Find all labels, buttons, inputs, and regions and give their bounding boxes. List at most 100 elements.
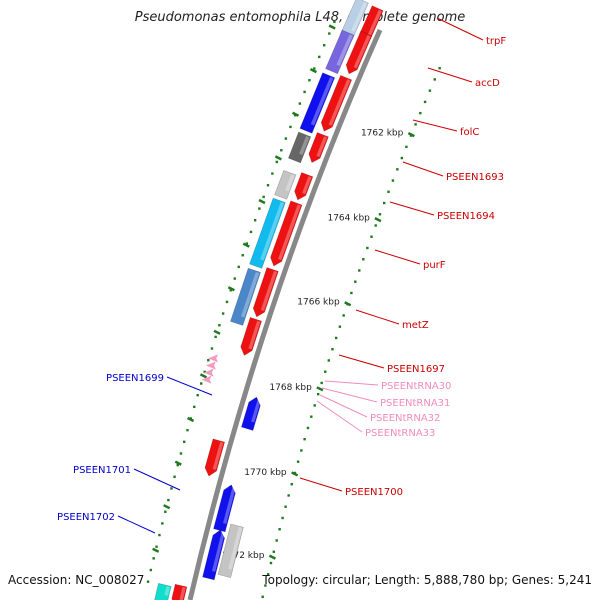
label-pseen1699-leader xyxy=(166,376,213,396)
guide-dot xyxy=(334,336,338,340)
guide-dot xyxy=(233,277,236,280)
gene-red-9-shine xyxy=(212,441,224,470)
gene-rev-blue-3-shine xyxy=(211,531,226,572)
guide-dot xyxy=(374,224,377,227)
guide-dot xyxy=(176,463,179,467)
guide-dot xyxy=(173,475,176,478)
gene-teal-1 xyxy=(153,583,172,600)
label-pseentrna32: PSEENtRNA32 xyxy=(370,413,440,424)
label-pseen1697: PSEEN1697 xyxy=(387,364,445,375)
guide-dot xyxy=(229,289,233,292)
guide-dot xyxy=(308,79,311,82)
trna-feature-1 xyxy=(208,354,219,363)
guide-dot xyxy=(306,426,310,430)
guide-dot xyxy=(199,382,203,385)
label-pseentrna33-leader xyxy=(316,400,363,433)
scale-tick-label: 1768 kbp xyxy=(269,383,312,393)
guide-dot xyxy=(271,172,274,175)
minor-tick-mark xyxy=(227,286,235,292)
guide-dot xyxy=(290,483,293,486)
guide-dot xyxy=(310,415,313,418)
label-pseentrna31: PSEENtRNA31 xyxy=(380,398,450,409)
gene-gray-1-shine xyxy=(299,136,310,156)
label-leaders xyxy=(117,17,484,534)
guide-dot xyxy=(423,100,427,104)
guide-dot xyxy=(207,358,210,362)
gene-rev-gray-1 xyxy=(217,523,244,578)
minor-tick-mark xyxy=(309,67,318,74)
gene-red-3-shine xyxy=(328,79,351,126)
label-pseen1700: PSEEN1700 xyxy=(345,487,403,498)
guide-dot xyxy=(221,312,225,315)
gene-red-7 xyxy=(252,267,279,318)
guide-dot xyxy=(320,381,323,385)
label-pseen1701-leader xyxy=(133,468,181,491)
guide-dot xyxy=(281,516,284,520)
label-pseentrna30-leader xyxy=(324,380,379,386)
guide-dot xyxy=(146,580,150,583)
guide-dot xyxy=(387,190,390,193)
trna-arrow-2 xyxy=(205,361,216,370)
label-pseentrna30: PSEENtRNA30 xyxy=(381,381,451,392)
gene-red-8-shape xyxy=(240,317,263,356)
gene-red-6-shape xyxy=(270,200,303,267)
label-pseen1694-leader xyxy=(389,201,435,216)
guide-dot xyxy=(193,405,196,409)
gene-rev-blue-1-shine xyxy=(251,398,262,423)
dot-guides xyxy=(146,20,441,599)
guide-dot xyxy=(186,428,189,432)
guide-dot xyxy=(324,370,327,373)
trna-feature-3 xyxy=(203,368,214,377)
guide-dot xyxy=(338,325,342,328)
label-metz-leader xyxy=(355,309,400,325)
guide-dot xyxy=(203,370,206,374)
trna-arrow-3 xyxy=(203,368,214,377)
label-pseentrna32-leader xyxy=(319,394,368,418)
guide-dot xyxy=(214,335,217,339)
guide-dot xyxy=(378,213,382,216)
label-pseen1700-leader xyxy=(299,477,343,492)
guide-dot xyxy=(370,235,373,238)
gene-gray-1-shape xyxy=(288,131,312,164)
label-trpf: trpF xyxy=(486,36,506,47)
label-trpf-leader xyxy=(436,17,484,41)
scale-tick-label: 1772 kbp xyxy=(222,551,265,561)
guide-dot xyxy=(316,392,320,396)
guide-dot xyxy=(383,201,386,205)
topology-label: Topology: circular; Length: 5,888,780 bp… xyxy=(262,573,592,587)
scale-tick-label: 1770 kbp xyxy=(244,468,287,478)
gene-rev-blue-2-shine xyxy=(223,486,236,524)
guide-dot xyxy=(272,550,276,553)
guide-dot xyxy=(313,404,316,407)
gene-red-2-shine xyxy=(353,35,371,69)
gene-red-2-shape xyxy=(345,30,373,75)
label-pseen1702: PSEEN1702 xyxy=(57,512,115,523)
gene-rev-blue-1 xyxy=(241,396,262,431)
guide-dot xyxy=(327,359,331,362)
label-pseentrna31-leader xyxy=(321,387,378,403)
scale-ticks: 1762 kbp 1764 kbp 1766 kbp 1768 kbp 1770 kbp… xyxy=(152,24,415,561)
gene-rev-blue-2 xyxy=(213,484,236,533)
gene-rev-blue-3-shape xyxy=(202,529,225,581)
gene-red-5-shine xyxy=(302,176,312,195)
gene-red-7-shine xyxy=(260,270,278,311)
label-pseen1702-leader xyxy=(117,515,156,534)
guide-dot xyxy=(303,90,306,94)
guide-dot xyxy=(183,440,186,444)
gene-red-9-shape xyxy=(204,438,225,477)
guide-dot xyxy=(300,449,303,452)
accession-label: Accession: NC_008027 xyxy=(8,573,145,587)
guide-dot xyxy=(414,123,417,126)
guide-dot xyxy=(258,207,261,210)
label-purf: purF xyxy=(423,260,446,271)
gene-cyan-1-shape xyxy=(249,197,286,269)
gene-steelblue-1-shape xyxy=(230,267,261,326)
gene-steelblue-1 xyxy=(230,267,261,326)
guide-dot xyxy=(167,498,170,502)
gene-red-8 xyxy=(240,317,263,356)
guide-dot xyxy=(249,230,253,234)
minor-tick-mark xyxy=(274,155,282,161)
gene-steelblue-1-shine xyxy=(240,271,260,318)
